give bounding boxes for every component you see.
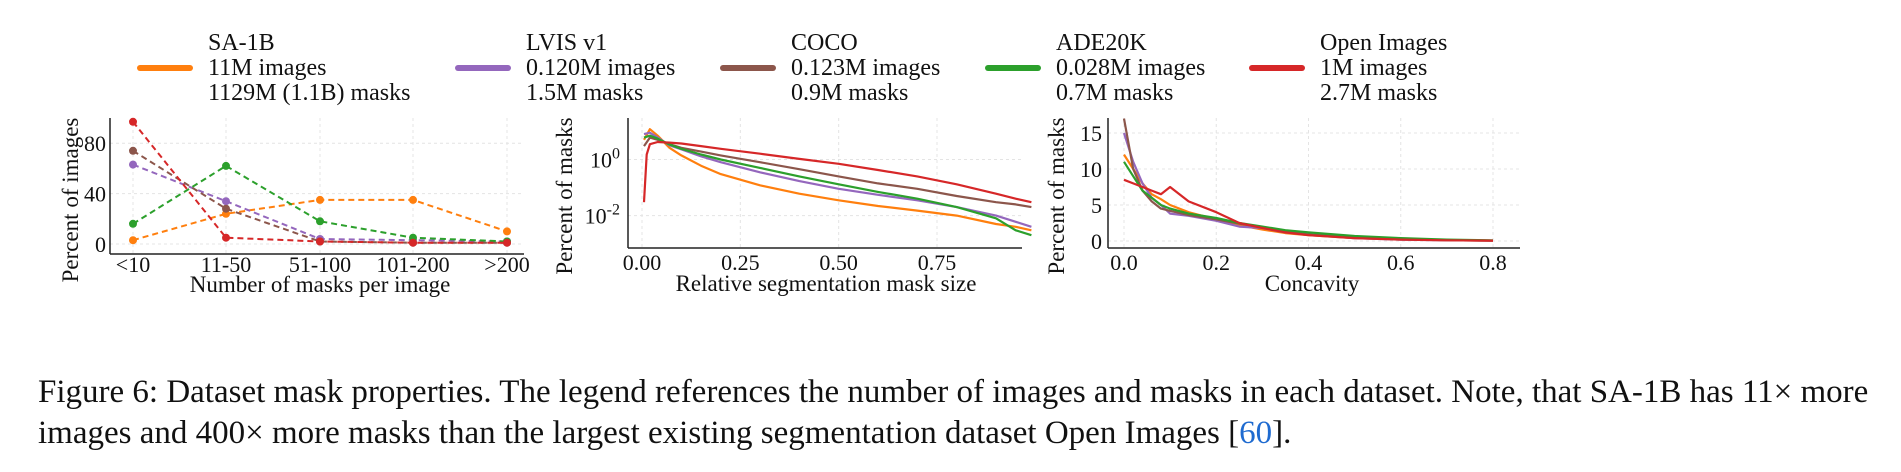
y-tick-label: 0 [1091,229,1102,254]
y-axis-title: Percent of masks [1044,117,1069,274]
data-point [503,227,511,236]
y-axis-title: Percent of masks [552,117,577,274]
x-axis-title: Concavity [1265,271,1360,296]
data-point [129,236,137,245]
y-tick-label: 100 [590,145,620,172]
x-tick-label: 51-100 [289,252,351,277]
series-line [1123,161,1494,242]
data-point [222,161,230,170]
data-point [316,195,324,204]
caption-text: Figure 6: Dataset mask properties. The l… [38,374,1869,451]
x-axis-title: Relative segmentation mask size [676,271,977,296]
x-axis-title: Number of masks per image [190,272,451,297]
data-point [316,237,324,246]
series-line [132,164,508,243]
legend-images: 11M images [208,55,326,81]
y-tick-label: 40 [84,182,106,207]
x-tick-label: 0.50 [819,250,858,275]
legend-name: COCO [791,30,858,56]
y-axis-title: Percent of images [58,118,83,283]
x-tick-label: 0.25 [721,250,760,275]
data-point [409,238,417,247]
legend-images: 0.028M images [1056,55,1205,81]
data-point [503,238,511,247]
x-tick-label: <10 [116,252,150,277]
x-tick-label: 0.0 [1110,250,1138,275]
y-tick-label: 10-2 [585,202,620,229]
legend-name: Open Images [1320,30,1447,56]
x-tick-label: 0.8 [1479,250,1507,275]
legend-images: 0.123M images [791,55,940,81]
legend-masks: 1129M (1.1B) masks [208,80,410,106]
data-point [222,204,230,213]
mask-size-chart: 0.00 0.25 0.50 0.75 100 10-2 Relative segmenta… [552,117,1032,296]
legend-name: LVIS v1 [526,30,607,56]
legend-images: 1M images [1320,55,1427,81]
legend-images: 0.120M images [526,55,675,81]
y-tick-label: 80 [84,131,106,156]
x-tick-label: 0.2 [1203,250,1231,275]
x-tick-label: >200 [484,252,529,277]
legend-masks: 0.7M masks [1056,80,1173,106]
x-tick-label: 101-200 [376,252,449,277]
data-point [129,146,137,155]
legend-masks: 1.5M masks [526,80,643,106]
concavity-chart: 0.0 0.2 0.4 0.6 0.8 0 5 10 15 Concavity Percent of… [1044,117,1520,296]
series-line [1123,178,1494,242]
figure-caption: Figure 6: Dataset mask properties. The l… [38,372,1878,454]
data-point [409,195,417,204]
data-point [129,160,137,169]
data-point [316,217,324,226]
masks-per-image-chart: 0 40 80 <10 11-50 51-100 101-200 >200 Number of … [58,118,530,297]
data-point [129,117,137,126]
citation-link[interactable]: 60 [1239,415,1273,451]
data-point [222,197,230,206]
data-point [222,233,230,242]
legend-name: SA-1B [208,30,275,56]
x-tick-label: 0.75 [918,250,957,275]
y-tick-label: 0 [95,232,106,257]
legend-masks: 2.7M masks [1320,80,1437,106]
legend-masks: 0.9M masks [791,80,908,106]
y-tick-label: 10 [1080,157,1102,182]
x-tick-label: 0.6 [1387,250,1415,275]
legend-name: ADE20K [1056,30,1147,56]
x-tick-label: 11-50 [201,252,252,277]
y-tick-label: 5 [1091,193,1102,218]
x-tick-label: 0.00 [623,250,662,275]
series-line [132,149,507,244]
x-tick-label: 0.4 [1295,250,1323,275]
caption-end: ]. [1272,415,1292,451]
series-line [643,134,1032,237]
data-point [129,219,137,228]
series-line [642,140,1032,204]
y-tick-label: 15 [1080,121,1102,146]
series-line [643,136,1032,209]
